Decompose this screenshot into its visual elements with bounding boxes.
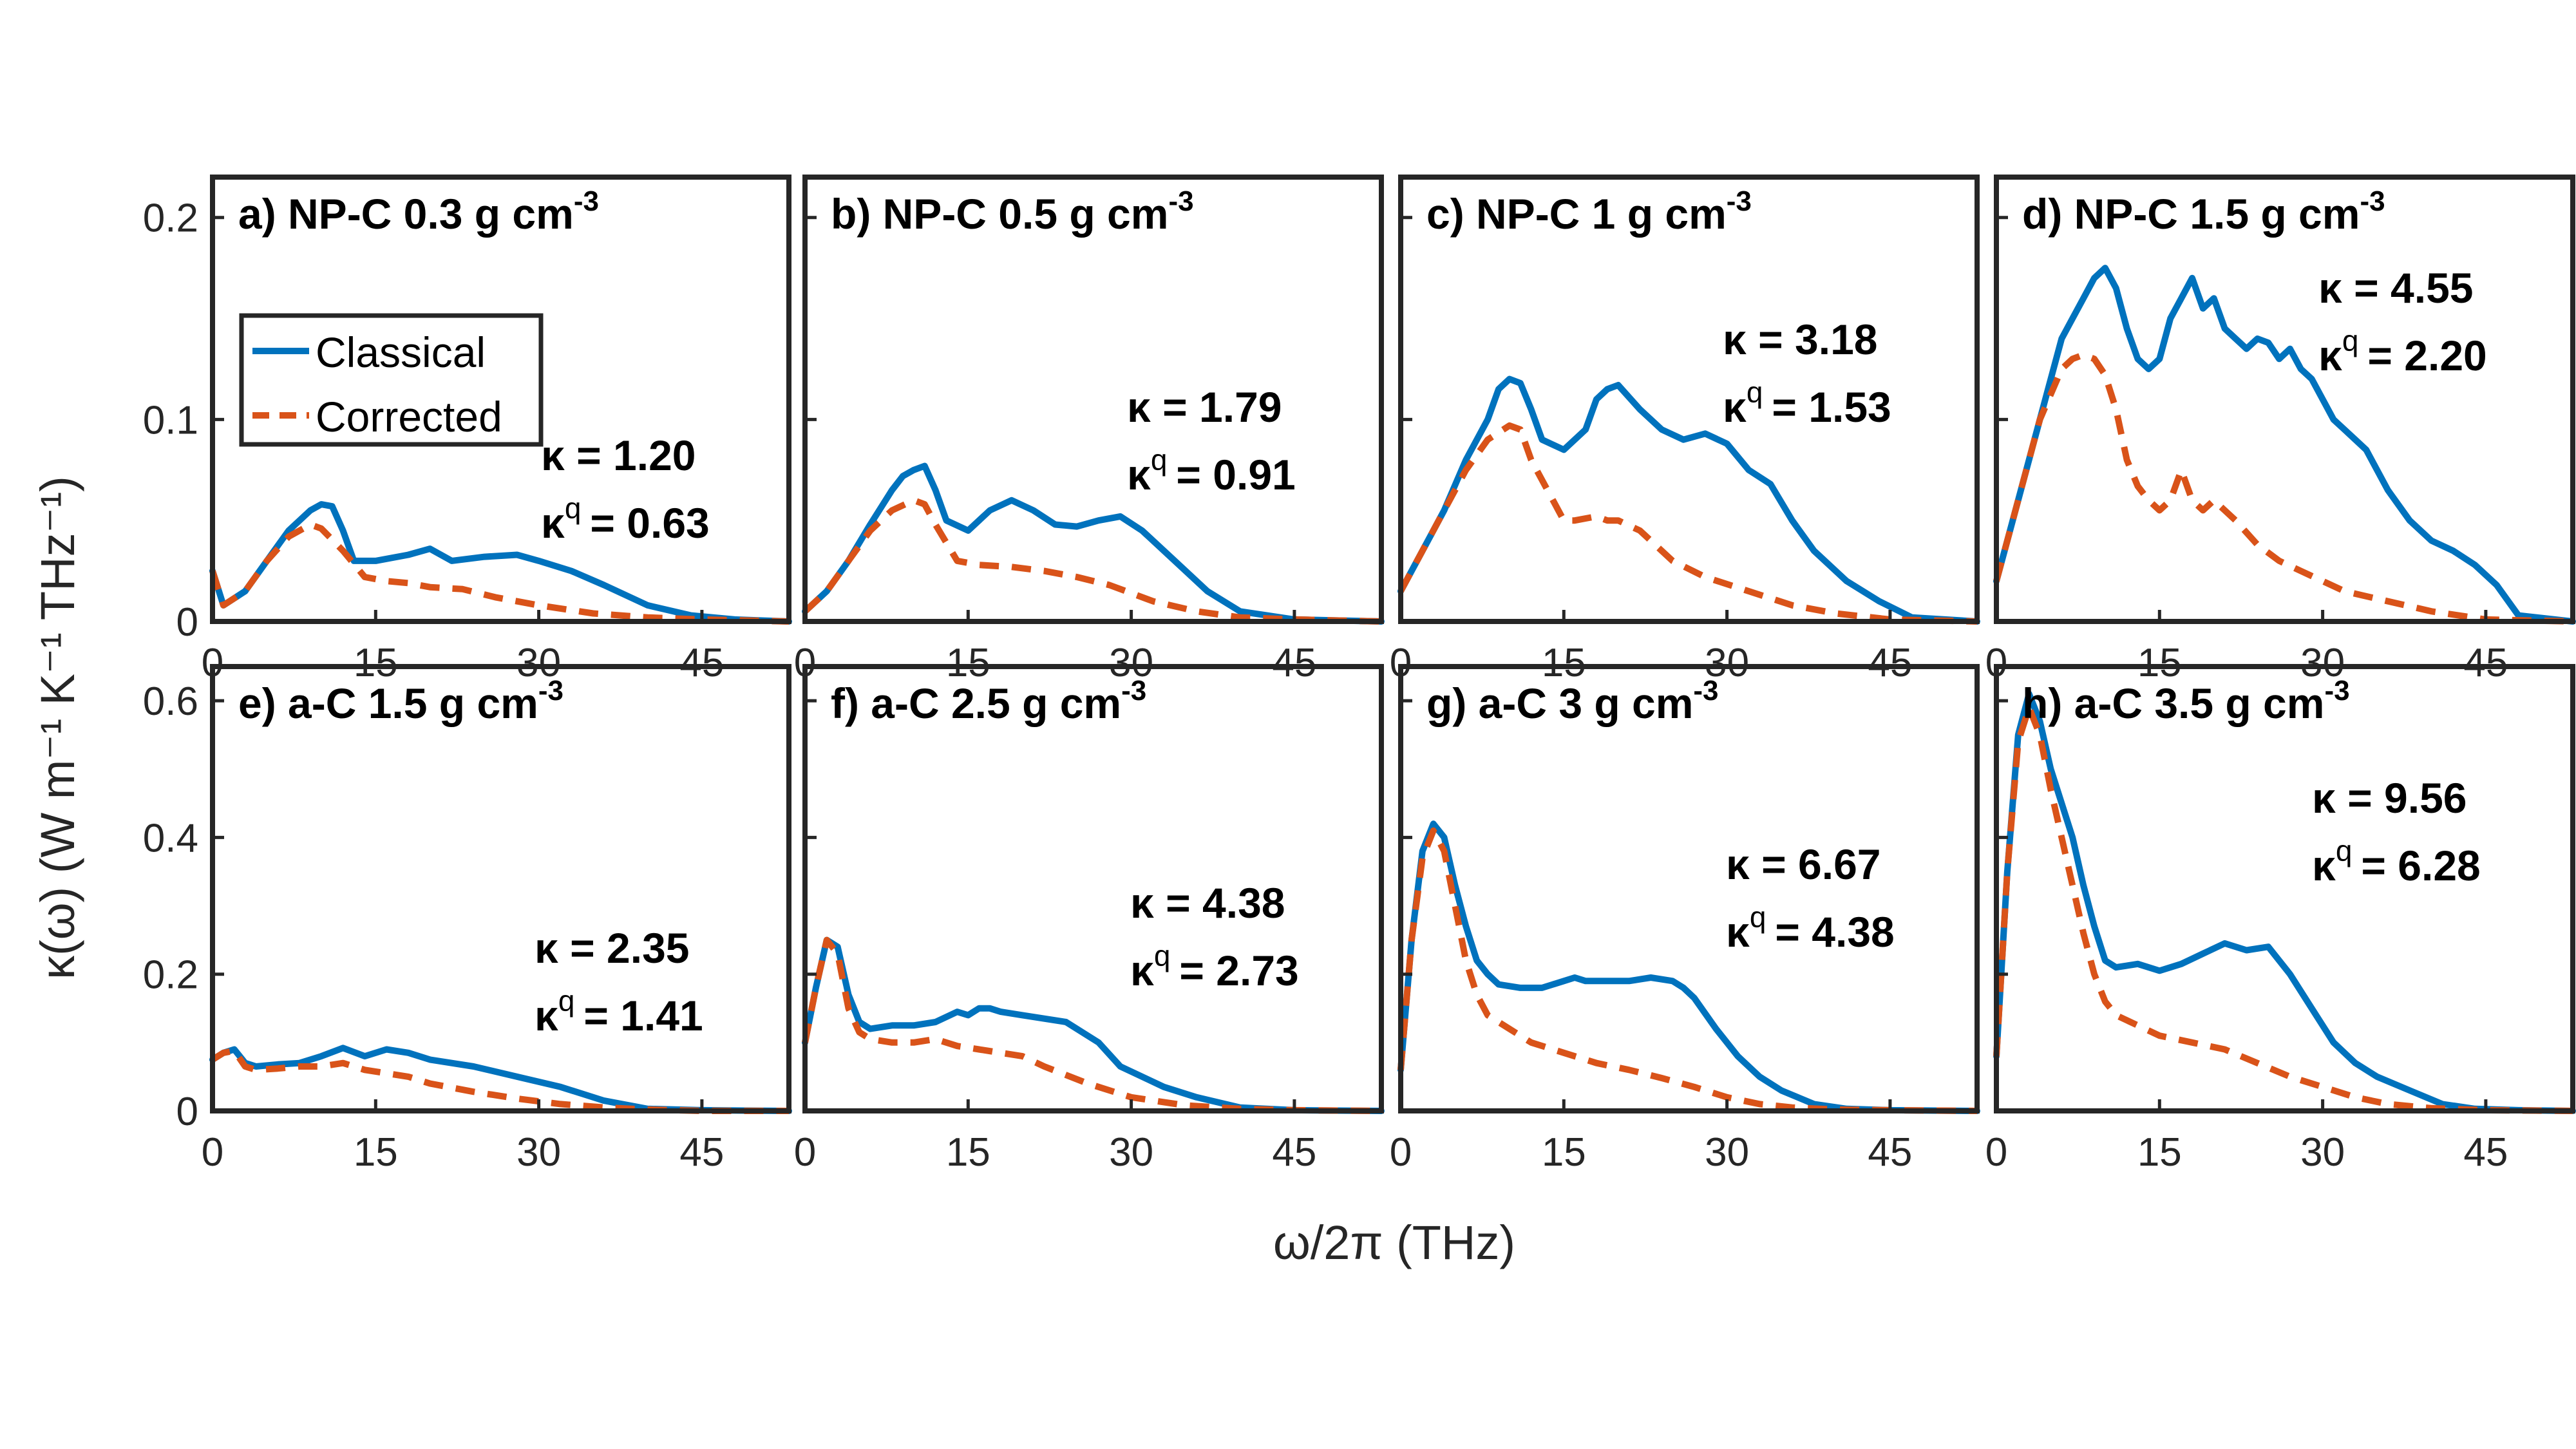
y-tick-label-e: 0.2 [143,953,198,998]
panel-title-d: d) NP-C 1.5 g cm-3 [2022,185,2385,238]
x-tick-label-d: 30 [2300,641,2345,685]
kappa-q-annotation-c: κq = 1.53 [1723,375,1891,431]
x-tick-label-e: 45 [679,1130,724,1175]
series-line-classical-b [802,462,1385,625]
kappa-q-annotation-e: κq = 1.41 [535,984,703,1039]
x-tick-label-b: 45 [1272,641,1316,685]
kappa-q-annotation-f: κq = 2.73 [1130,939,1299,994]
kappa-annotation-a: κ = 1.20 [541,431,696,479]
series-line-classical-d [1993,265,2576,625]
panel-title-f: f) a-C 2.5 g cm-3 [831,675,1146,727]
series-line-corrected-f [802,936,1382,1114]
plot-frame-c [1398,175,1980,624]
kappa-annotation-f: κ = 4.38 [1130,879,1285,927]
panel-e: 0 15 30 45 0 0.2 0.4 0.6 e) a-C 1.5 g cm-3 κ = 2.… [143,664,792,1175]
x-tick-label-f: 15 [946,1130,990,1175]
x-tick-label-a: 45 [679,641,724,685]
y-axis-title: κ(ω) (W m⁻¹ K⁻¹ THz⁻¹) [31,476,84,980]
x-tick-label-g: 45 [1868,1130,1912,1175]
series-line-classical-a [209,501,792,625]
series-line-corrected-d [1993,352,2573,625]
panel-title-g: g) a-C 3 g cm-3 [1426,675,1719,727]
series-line-classical-h [1993,690,2576,1114]
x-tick-label-e: 0 [202,1130,223,1175]
kappa-annotation-g: κ = 6.67 [1726,840,1880,888]
series-line-corrected-g [1397,827,1978,1114]
y-tick-label-a: 0 [176,600,198,645]
plot-frame-f [802,664,1384,1113]
panel-title-c: c) NP-C 1 g cm-3 [1426,185,1752,238]
x-tick-label-h: 30 [2300,1130,2345,1175]
panel-title-e: e) a-C 1.5 g cm-3 [238,675,564,727]
x-tick-label-d: 45 [2463,641,2508,685]
x-tick-label-h: 0 [1985,1130,2007,1175]
legend: Classical Corrected [239,313,544,447]
y-tick-label-e: 0.4 [143,816,198,860]
x-tick-label-f: 45 [1272,1130,1316,1175]
y-tick-label-a: 0.2 [143,196,198,241]
plot-frame-d [1994,175,2575,624]
plot-frame-g [1398,664,1980,1113]
kappa-q-annotation-b: κq = 0.91 [1127,443,1296,498]
x-tick-label-f: 0 [794,1130,816,1175]
series-line-corrected-a [209,521,790,625]
x-tick-label-g: 15 [1542,1130,1586,1175]
panel-title-b: b) NP-C 0.5 g cm-3 [831,185,1194,238]
x-tick-label-c: 30 [1705,641,1749,685]
plot-frame-a [210,175,791,624]
x-tick-label-c: 45 [1868,641,1912,685]
series-line-corrected-b [802,497,1382,625]
x-tick-label-g: 30 [1705,1130,1749,1175]
x-tick-label-a: 15 [354,641,398,685]
y-tick-label-e: 0.6 [143,679,198,724]
x-tick-label-g: 0 [1390,1130,1412,1175]
kappa-q-annotation-d: κq = 2.20 [2318,324,2487,379]
legend-box [239,313,544,447]
panel-title-a: a) NP-C 0.3 g cm-3 [238,185,599,238]
kappa-annotation-d: κ = 4.55 [2318,264,2473,312]
panel-f: 0 15 30 45 f) a-C 2.5 g cm-3 κ = 4.38 κq = 2.73 [794,664,1385,1175]
x-tick-label-a: 30 [516,641,561,685]
kappa-annotation-b: κ = 1.79 [1127,383,1282,431]
series-line-corrected-h [1993,704,2573,1114]
x-tick-label-e: 15 [354,1130,398,1175]
x-tick-label-b: 15 [946,641,990,685]
panels-group: 0 15 30 45 0 0.1 0.2 a) NP-C 0.3 g cm-3 κ = 1.20… [143,175,2576,1175]
panel-title-h: h) a-C 3.5 g cm-3 [2022,675,2350,727]
x-tick-label-e: 30 [516,1130,561,1175]
x-tick-label-f: 30 [1109,1130,1153,1175]
series-line-classical-g [1397,820,1980,1114]
kappa-q-annotation-h: κq = 6.28 [2312,834,2481,889]
x-tick-label-h: 15 [2137,1130,2182,1175]
kappa-annotation-c: κ = 3.18 [1723,316,1877,363]
panel-g: 0 15 30 45 g) a-C 3 g cm-3 κ = 6.67 κq = 4.38 [1390,664,1980,1175]
panel-h: 0 15 30 45 h) a-C 3.5 g cm-3 κ = 9.56 κq = 6.28 [1985,664,2576,1175]
x-tick-label-d: 15 [2137,641,2182,685]
plot-frame-b [802,175,1384,624]
x-tick-label-b: 30 [1109,641,1153,685]
plot-frame-h [1994,664,2575,1113]
x-axis-title: ω/2π (THz) [1273,1216,1515,1269]
x-tick-label-c: 15 [1542,641,1586,685]
x-tick-label-h: 45 [2463,1130,2508,1175]
kappa-annotation-e: κ = 2.35 [535,924,689,972]
legend-label-classical: Classical [316,328,486,376]
kappa-annotation-h: κ = 9.56 [2312,774,2467,822]
series-line-corrected-e [211,1047,789,1114]
kappa-q-annotation-g: κq = 4.38 [1726,900,1895,956]
plot-frame-e [210,664,791,1113]
series-line-classical-c [1397,375,1980,625]
y-tick-label-e: 0 [176,1090,198,1134]
kappa-q-annotation-a: κq = 0.63 [541,491,710,547]
y-tick-label-a: 0.1 [143,398,198,442]
legend-label-corrected: Corrected [316,393,502,440]
series-line-corrected-c [1397,422,1978,625]
